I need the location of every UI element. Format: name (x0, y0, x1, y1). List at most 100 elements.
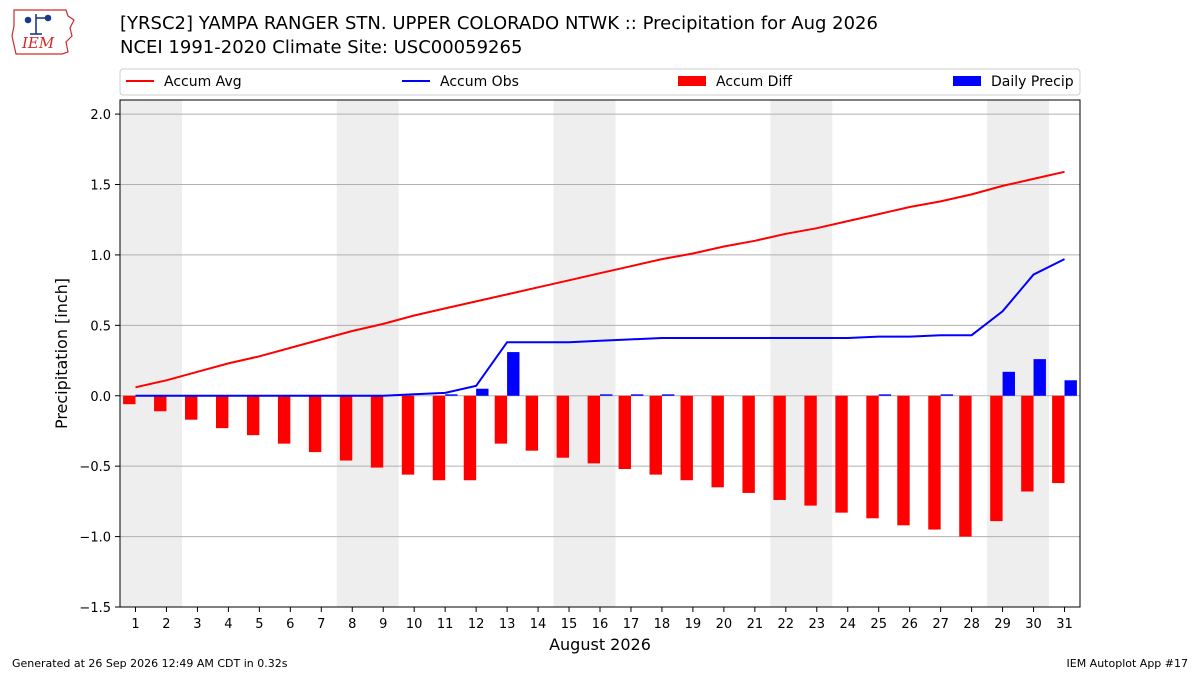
axes: −1.5−1.0−0.50.00.51.01.52.01 2 3 4 5 6 7 8 9 10 11… (79, 108, 1072, 632)
x-tick-label: 8 (348, 617, 356, 632)
daily-precip-bar-30 (1033, 359, 1046, 396)
x-tick-label: 16 (592, 617, 609, 632)
x-tick-label: 22 (778, 617, 795, 632)
accum-diff-bar-10 (401, 395, 415, 475)
accum-diff-bar-19 (680, 395, 693, 481)
accum-diff-bar-7 (308, 395, 322, 453)
x-tick-label: 27 (932, 617, 949, 632)
accum-diff-bar-18 (649, 395, 662, 475)
accum-diff-bar-22 (773, 395, 786, 500)
accum-obs-line (135, 258, 1065, 397)
x-tick-label: 20 (716, 617, 733, 632)
accum-diff-bar-17 (618, 395, 631, 469)
accum-diff-bar-5 (246, 395, 260, 436)
weekend-shade-3 (770, 100, 833, 607)
accum-diff-bar-31 (1052, 395, 1065, 484)
accum-diff-bar-25 (866, 395, 879, 519)
accum-diff-bar-23 (804, 395, 817, 506)
accum-diff-bar-14 (525, 395, 539, 451)
x-tick-label: 7 (317, 617, 325, 632)
y-tick-label: 0.0 (90, 390, 111, 405)
accum-avg-line (135, 170, 1065, 389)
accum-diff-bar-24 (835, 395, 848, 513)
accum-diff-bar-20 (711, 395, 724, 488)
legend-label-accum-obs: Accum Obs (440, 74, 519, 90)
daily-precip-bar-31 (1064, 380, 1077, 396)
y-tick-label: 0.5 (90, 319, 111, 334)
x-tick-label: 30 (1025, 617, 1042, 632)
footer-generated-text: Generated at 26 Sep 2026 12:49 AM CDT in… (12, 657, 288, 670)
iem-logo-text: IEM (21, 34, 55, 52)
daily-precip-bar-12 (476, 388, 489, 396)
legend-label-accum-diff: Accum Diff (716, 74, 792, 90)
weekend-shading (120, 100, 1050, 607)
x-tick-label: 12 (468, 617, 485, 632)
weekend-shade-0 (120, 100, 182, 607)
daily-precip-bar-16 (600, 394, 613, 396)
x-tick-label: 15 (561, 617, 578, 632)
x-tick-label: 13 (499, 617, 516, 632)
daily-precip-bar-29 (1002, 371, 1015, 396)
accum-diff-bar-3 (185, 395, 198, 420)
y-tick-label: 1.5 (90, 179, 111, 194)
legend-box (119, 68, 1081, 96)
legend-label-accum-avg: Accum Avg (164, 74, 242, 90)
legend-swatch-accum-diff (678, 76, 706, 86)
weather-station-icon (24, 14, 52, 35)
accum-diff-bar-12 (463, 395, 477, 481)
x-tick-label: 9 (379, 617, 387, 632)
x-tick-label: 18 (654, 617, 671, 632)
x-tick-label: 25 (870, 617, 887, 632)
x-tick-label: 31 (1056, 617, 1073, 632)
chart-subtitle: NCEI 1991-2020 Climate Site: USC00059265 (120, 37, 523, 58)
x-tick-label: 4 (224, 617, 232, 632)
x-tick-label: 29 (994, 617, 1011, 632)
x-tick-label: 14 (530, 617, 547, 632)
x-tick-label: 2 (162, 617, 170, 632)
y-tick-label: −0.5 (79, 460, 111, 475)
accum-diff-bar-9 (370, 395, 384, 468)
accum-diff-bar-6 (277, 395, 291, 444)
x-tick-label: 26 (901, 617, 918, 632)
lines (135, 170, 1065, 397)
x-tick-label: 11 (437, 617, 454, 632)
x-tick-label: 6 (286, 617, 294, 632)
chart-title: [YRSC2] YAMPA RANGER STN. UPPER COLORADO… (120, 13, 878, 34)
x-tick-label: 21 (747, 617, 764, 632)
weekend-shade-1 (336, 100, 399, 607)
x-tick-label: 28 (963, 617, 980, 632)
iem-logo: IEM (11, 9, 75, 55)
accum-diff-bar-29 (990, 395, 1003, 522)
daily-precip-bar-18 (661, 394, 675, 396)
x-tick-label: 3 (193, 617, 201, 632)
daily-precip-bar-27 (940, 394, 954, 396)
y-tick-label: −1.5 (79, 601, 111, 616)
accum-diff-bar-4 (216, 395, 229, 429)
accum-diff-bar-13 (494, 395, 508, 444)
x-tick-label: 5 (255, 617, 263, 632)
daily-precip-bar-13 (507, 352, 520, 396)
y-tick-label: 2.0 (90, 108, 111, 123)
legend-label-daily-precip: Daily Precip (991, 74, 1074, 90)
daily-precip-bar-17 (630, 394, 644, 396)
legend-swatch-daily-precip (953, 76, 981, 86)
y-tick-label: −1.0 (79, 531, 111, 546)
x-tick-label: 19 (685, 617, 702, 632)
accum-diff-bar-16 (587, 395, 600, 464)
daily-precip-bar-11 (445, 394, 458, 396)
x-axis-label: August 2026 (549, 635, 651, 654)
x-tick-label: 24 (839, 617, 856, 632)
weekend-shade-4 (987, 100, 1050, 607)
accum-diff-bar-2 (154, 395, 167, 412)
weekend-shade-2 (553, 100, 616, 607)
accum-diff-bar-1 (123, 395, 136, 405)
accum-diff-bar-30 (1021, 395, 1034, 492)
legend: Accum Avg Accum Obs Accum Diff Daily Precip (119, 68, 1081, 96)
accum-diff-bar-27 (928, 395, 941, 530)
accum-diff-bar-8 (339, 395, 353, 461)
accum-diff-bar-15 (556, 395, 570, 458)
accum-diff-bar-11 (432, 395, 446, 481)
x-tick-label: 1 (131, 617, 139, 632)
footer-app-text: IEM Autoplot App #17 (1066, 657, 1189, 670)
